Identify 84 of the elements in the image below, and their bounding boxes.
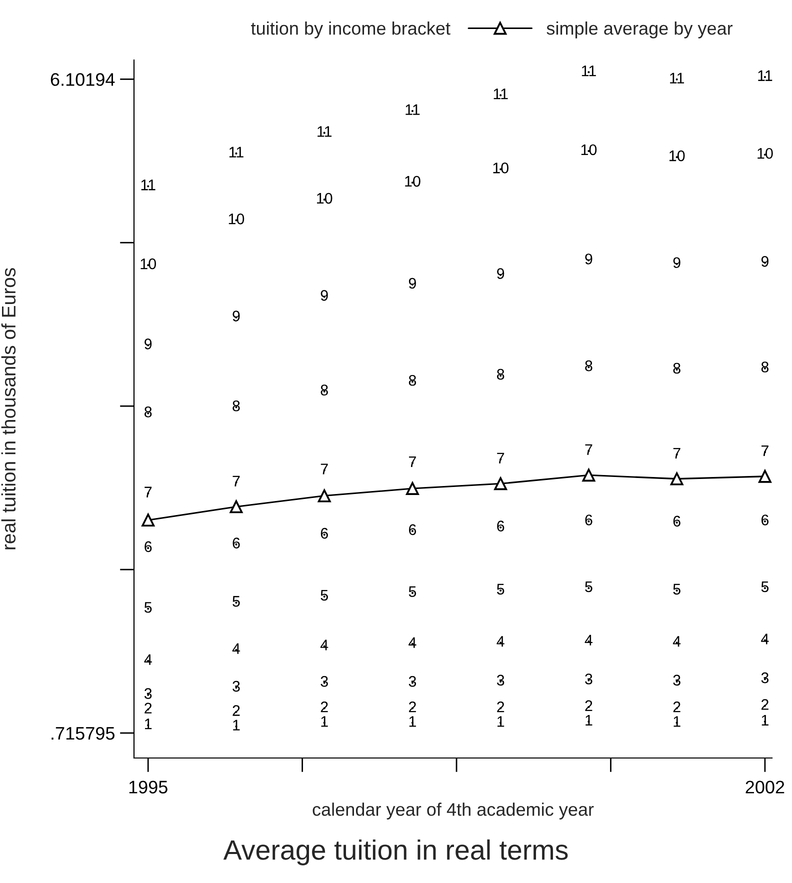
text: 11 bbox=[758, 70, 772, 81]
point bbox=[406, 482, 419, 495]
text: 10 bbox=[405, 176, 420, 187]
x-tick-label: 2002 bbox=[746, 780, 784, 794]
text: 4 bbox=[672, 636, 681, 647]
series-label: 11 bbox=[670, 72, 684, 84]
text: 4 bbox=[320, 640, 328, 650]
point bbox=[670, 472, 684, 486]
text: 9 bbox=[232, 310, 240, 322]
text: 3 bbox=[144, 688, 152, 699]
text: 10 bbox=[758, 148, 773, 159]
series-label: 9 bbox=[497, 268, 504, 279]
y-axis-title: real tuition in thousands of Euros bbox=[1, 268, 16, 550]
text: 9 bbox=[673, 257, 680, 268]
text: 9 bbox=[408, 278, 416, 289]
text: 5 bbox=[496, 584, 504, 595]
legend-title: tuition by income bracket bbox=[251, 22, 450, 38]
text: 2 bbox=[232, 705, 240, 716]
text: 6 bbox=[497, 520, 504, 532]
text: 5 bbox=[585, 581, 592, 592]
text: 5 bbox=[408, 586, 416, 598]
series-label: 8 bbox=[144, 406, 152, 418]
text: 4 bbox=[408, 637, 416, 648]
text: 10 bbox=[317, 192, 332, 204]
text: 5 bbox=[320, 590, 328, 601]
legend-label: simple average by year bbox=[546, 22, 733, 38]
point bbox=[318, 489, 331, 502]
y-tick-label: .715795 bbox=[52, 726, 114, 740]
series-label: 6 bbox=[408, 524, 416, 536]
text: 3 bbox=[496, 674, 504, 686]
text: 6 bbox=[320, 528, 328, 539]
text: 4 bbox=[232, 643, 240, 654]
text: 9 bbox=[144, 338, 152, 350]
x-tick-label: 1995 bbox=[129, 780, 168, 794]
text: 6 bbox=[144, 541, 152, 552]
text: 6 bbox=[761, 514, 769, 526]
text: 8 bbox=[497, 368, 504, 380]
text: 8 bbox=[585, 360, 592, 372]
text: 10 bbox=[493, 162, 508, 174]
text: 11 bbox=[318, 126, 332, 137]
text: 3 bbox=[673, 674, 680, 686]
text: 9 bbox=[320, 290, 328, 301]
point bbox=[230, 500, 243, 514]
text: 8 bbox=[320, 384, 328, 396]
text: 10 bbox=[140, 258, 156, 270]
text: 5 bbox=[232, 596, 240, 607]
text: 3 bbox=[585, 674, 592, 684]
text: 4 bbox=[496, 636, 504, 647]
series-label: 10 bbox=[581, 144, 597, 156]
text: 5 bbox=[761, 581, 769, 592]
text: 11 bbox=[582, 66, 596, 76]
text: 10 bbox=[670, 150, 685, 162]
text: 9 bbox=[585, 254, 592, 264]
text: 4 bbox=[761, 634, 769, 644]
text: 6 bbox=[585, 514, 592, 526]
text: 3 bbox=[761, 672, 769, 684]
text: 6 bbox=[673, 516, 680, 527]
text: 3 bbox=[408, 676, 416, 687]
x-axis-title: calendar year of 4th academic year bbox=[312, 802, 594, 820]
text: 8 bbox=[761, 362, 769, 372]
text: 11 bbox=[494, 88, 508, 100]
text: 11 bbox=[229, 146, 244, 158]
series-label: 5 bbox=[144, 602, 152, 613]
text: 8 bbox=[408, 374, 416, 386]
point bbox=[758, 470, 772, 483]
series-label: 3 bbox=[232, 680, 240, 692]
point bbox=[582, 468, 596, 482]
text: 5 bbox=[673, 584, 680, 595]
text: 9 bbox=[761, 256, 768, 267]
text: 10 bbox=[228, 214, 244, 224]
text: 2 bbox=[761, 699, 768, 710]
point bbox=[142, 514, 155, 527]
text: 4 bbox=[144, 654, 152, 665]
text: 8 bbox=[673, 362, 680, 374]
text: 3 bbox=[320, 676, 328, 687]
text: Average tuition in real terms bbox=[223, 839, 568, 866]
text: 11 bbox=[406, 104, 420, 115]
y-tick-label: 6.10194 bbox=[50, 73, 115, 86]
text: 2 bbox=[585, 700, 592, 711]
text: 11 bbox=[141, 180, 156, 190]
series-label: 4 bbox=[584, 634, 593, 646]
text: 6 bbox=[232, 538, 240, 548]
point bbox=[494, 477, 508, 490]
text: 8 bbox=[232, 400, 240, 412]
